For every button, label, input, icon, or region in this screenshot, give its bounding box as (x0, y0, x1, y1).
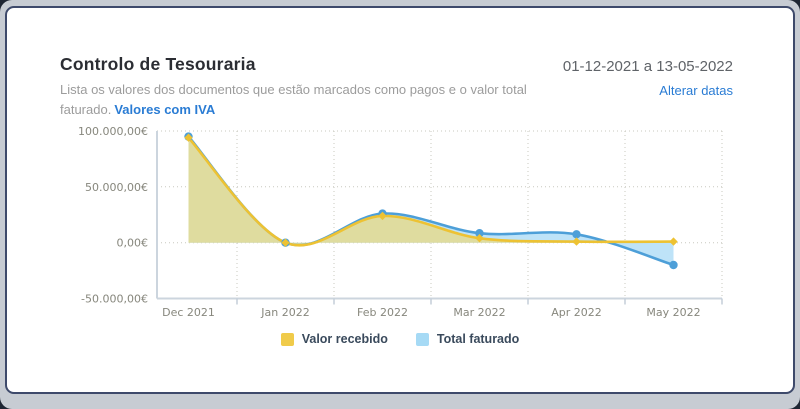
x-axis-label: Dec 2021 (162, 306, 215, 319)
x-axis-label: May 2022 (646, 306, 700, 319)
total-faturado-swatch-icon (415, 332, 429, 346)
x-axis-label: Feb 2022 (357, 306, 408, 319)
area-fill-valor-recebido (188, 137, 674, 246)
data-point-diamond (184, 133, 193, 142)
data-point-diamond (475, 234, 484, 243)
data-point-diamond (669, 237, 678, 246)
data-point-diamond (378, 211, 387, 221)
data-point-circle (669, 260, 678, 270)
x-axis-label: Apr 2022 (551, 306, 602, 319)
chart-legend: Valor recebido Total faturado (7, 332, 793, 346)
y-axis-label: 0,00€ (117, 237, 149, 250)
alterar-datas-link[interactable]: Alterar datas (659, 83, 733, 98)
page-description: Lista os valores dos documentos que estã… (60, 80, 532, 120)
tesouraria-card: Controlo de Tesouraria Lista os valores … (5, 6, 795, 394)
page-title: Controlo de Tesouraria (60, 54, 256, 74)
x-axis-label: Jan 2022 (260, 306, 309, 319)
data-point-diamond (572, 237, 581, 246)
legend-item-valor-recebido: Valor recebido (280, 332, 388, 346)
data-point-circle (475, 229, 484, 238)
valores-com-iva-link[interactable]: Valores com IVA (114, 102, 216, 117)
y-axis-label: 50.000,00€ (85, 181, 148, 194)
data-point-circle (572, 230, 581, 239)
y-axis-label: -50.000,00€ (81, 293, 148, 306)
valor-recebido-swatch-icon (280, 332, 294, 346)
legend-label-valor-recebido: Valor recebido (301, 332, 388, 346)
data-point-diamond (281, 238, 290, 247)
y-axis-label: 100.000,00€ (78, 125, 148, 138)
tesouraria-chart: 100.000,00€ 50.000,00€ 0,00€ -50.000,00€ Dec… (78, 125, 723, 319)
date-range-block: 01-12-2021 a 13-05-2022 Alterar datas (563, 58, 733, 98)
legend-item-total-faturado: Total faturado (415, 332, 520, 346)
x-axis-label: Mar 2022 (453, 306, 505, 319)
legend-label-total-faturado: Total faturado (436, 332, 520, 346)
description-text: Lista os valores dos documentos que estã… (60, 82, 527, 117)
date-range-label: 01-12-2021 a 13-05-2022 (562, 58, 733, 75)
